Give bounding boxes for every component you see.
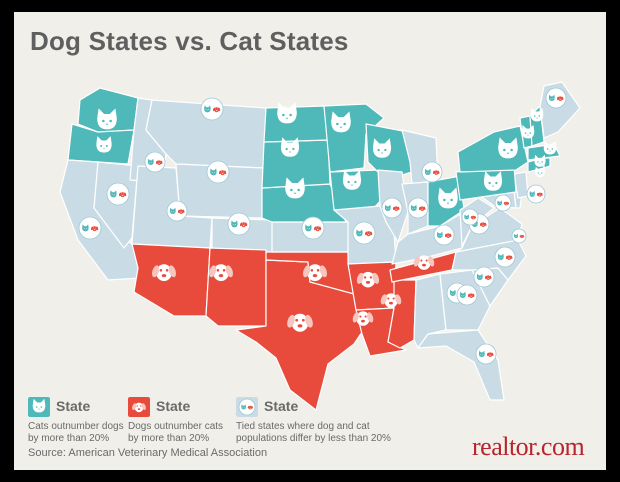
legend-tie-line-1: Tied states where dog and cat [236, 421, 370, 432]
delaware-cat-and-dog-icon [511, 228, 527, 244]
map-title: Dog States vs. Cat States [30, 26, 349, 56]
new-mexico-dog-icon [208, 264, 234, 282]
north-dakota-cat-icon [277, 102, 297, 124]
state-florida [417, 329, 505, 401]
new-york-cat-icon [498, 137, 518, 159]
us-map [59, 81, 581, 411]
state-new-mexico [205, 247, 267, 327]
washington-cat-icon [97, 108, 117, 130]
connecticut-cat-icon [534, 154, 546, 167]
idaho-cat-and-dog-icon [144, 151, 166, 173]
source-note: Source: American Veterinary Medical Asso… [28, 447, 268, 459]
rhode-island-cat-icon [535, 166, 545, 178]
cat-and-dog-icon [236, 397, 258, 417]
legend-dog-label: State [156, 398, 191, 414]
mississippi-dog-icon [380, 293, 402, 308]
minnesota-cat-icon [331, 111, 351, 133]
georgia-cat-and-dog-icon [456, 284, 478, 306]
vermont-cat-icon [521, 124, 535, 139]
utah-cat-and-dog-icon [166, 200, 188, 222]
legend-tie-label: State [264, 398, 299, 414]
legend-cat-label: State [56, 398, 91, 414]
wisconsin-cat-icon [372, 138, 392, 158]
maine-cat-and-dog-icon [545, 87, 567, 109]
oregon-cat-icon [96, 136, 112, 153]
states-layer [59, 81, 581, 411]
legend-tie-line-2: populations differ by less than 20% [236, 433, 391, 444]
legend-dog-line-1: Dogs outnumber cats [128, 421, 224, 432]
nevada-cat-and-dog-icon [106, 182, 130, 206]
ohio-cat-icon [438, 187, 458, 209]
kansas-cat-and-dog-icon [301, 216, 325, 240]
legend-tie-description: Tied states where dog and cat population… [236, 421, 391, 445]
wyoming-cat-and-dog-icon [206, 160, 230, 184]
missouri-cat-and-dog-icon [352, 221, 376, 245]
cat-icon [28, 397, 50, 417]
legend-cat-description: Cats outnumber dogs by more than 20% [28, 421, 124, 445]
arizona-dog-icon [151, 264, 177, 282]
louisiana-dog-icon [352, 311, 374, 326]
south-dakota-cat-icon [280, 137, 300, 157]
dog-icon [128, 397, 150, 417]
illinois-cat-and-dog-icon [381, 197, 403, 219]
montana-cat-and-dog-icon [200, 97, 224, 121]
legend-dog-description: Dogs outnumber cats by more than 20% [128, 421, 223, 445]
oklahoma-dog-icon [302, 264, 328, 282]
iowa-cat-icon [342, 170, 362, 190]
brand-logo: realtor.com [472, 432, 585, 461]
pennsylvania-cat-icon [483, 171, 503, 191]
legend-cat-line-2: by more than 20% [28, 433, 110, 444]
infographic: Dog States vs. Cat States State Cats out… [14, 12, 606, 470]
legend-dog-line-2: by more than 20% [128, 433, 210, 444]
nebraska-cat-icon [285, 177, 305, 199]
massachusetts-cat-icon [543, 140, 557, 155]
colorado-cat-and-dog-icon [227, 212, 251, 236]
tennessee-dog-icon [413, 255, 435, 270]
kentucky-cat-and-dog-icon [433, 224, 455, 246]
south-carolina-cat-and-dog-icon [473, 266, 495, 288]
michigan-cat-and-dog-icon [421, 161, 443, 183]
icons-layer [78, 87, 567, 365]
west-virginia-cat-and-dog-icon [461, 208, 479, 226]
north-carolina-cat-and-dog-icon [494, 246, 516, 268]
california-cat-and-dog-icon [78, 216, 102, 240]
state-arizona [131, 243, 211, 317]
legend-cat-line-1: Cats outnumber dogs [28, 421, 124, 432]
florida-cat-and-dog-icon [475, 343, 497, 365]
indiana-cat-and-dog-icon [407, 197, 429, 219]
maryland-cat-and-dog-icon [494, 194, 512, 212]
texas-dog-icon [287, 313, 313, 332]
new-jersey-cat-and-dog-icon [526, 184, 546, 204]
new-hampshire-cat-icon [530, 107, 544, 122]
arkansas-dog-icon [356, 271, 380, 288]
